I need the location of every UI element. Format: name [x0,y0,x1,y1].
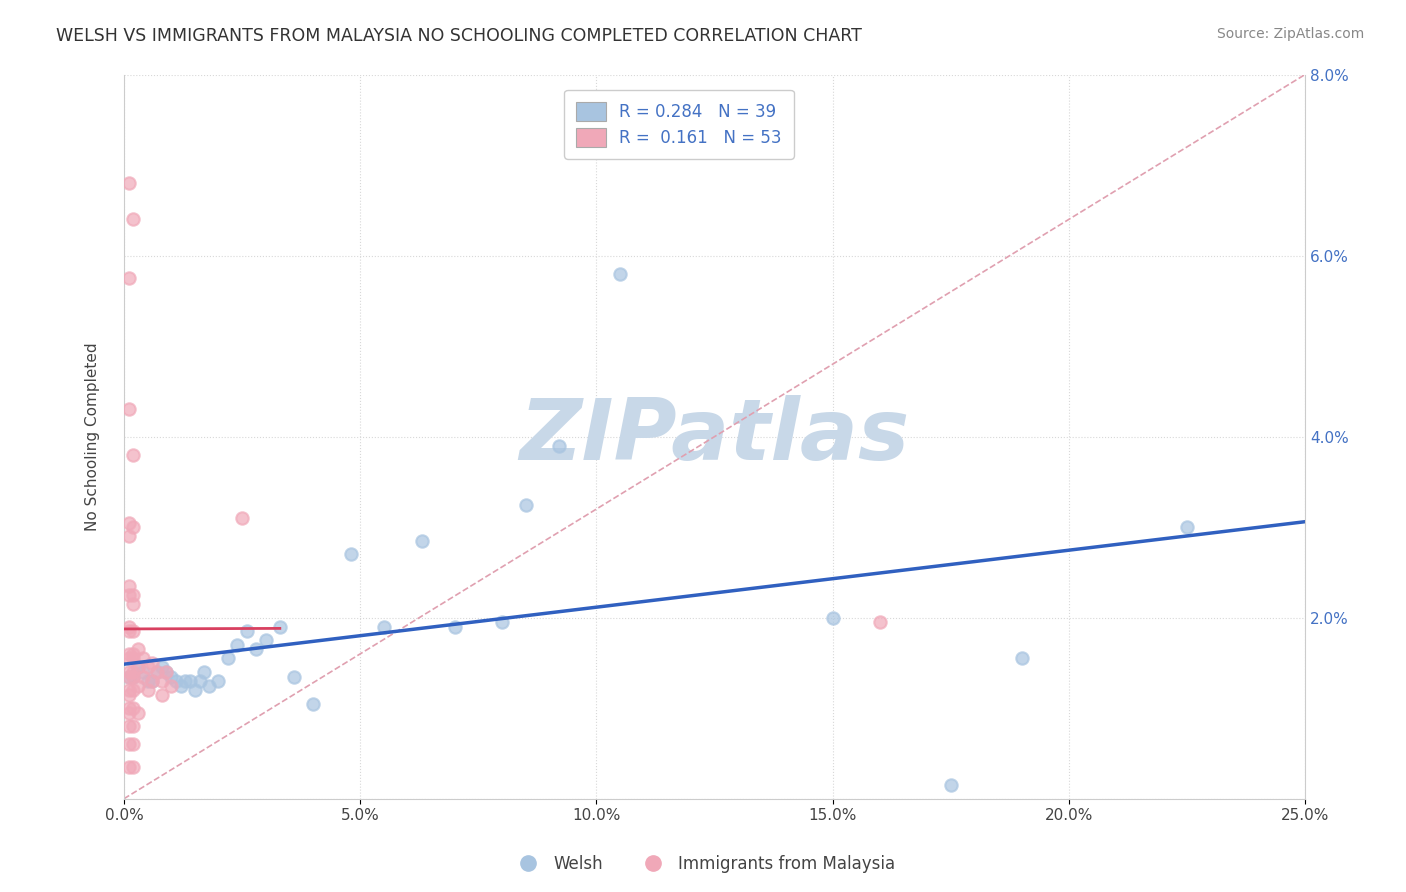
Point [117,176,139,190]
Point [132,651,155,665]
Point [122,212,145,227]
Point [150,674,173,689]
Point [117,271,139,285]
Point [122,647,145,661]
Point [122,448,145,462]
Point [141,656,163,670]
Point [146,665,169,679]
Point [184,683,207,698]
Text: ZIPatlas: ZIPatlas [519,395,910,478]
Point [443,620,465,634]
Point [547,439,569,453]
Point [155,665,177,679]
Point [122,760,145,774]
Point [117,683,139,698]
Point [117,620,139,634]
Point [122,701,145,715]
Point [127,660,149,674]
Point [117,647,139,661]
Point [217,651,239,665]
Point [117,688,139,702]
Point [169,679,191,693]
Point [117,579,139,593]
Point [117,529,139,543]
Point [302,697,325,711]
Point [122,597,145,611]
Point [117,719,139,733]
Legend: R = 0.284   N = 39, R =  0.161   N = 53: R = 0.284 N = 39, R = 0.161 N = 53 [564,90,793,159]
Legend: Welsh, Immigrants from Malaysia: Welsh, Immigrants from Malaysia [505,848,901,880]
Point [150,660,173,674]
Point [491,615,513,630]
Point [122,719,145,733]
Point [122,669,145,683]
Point [236,624,259,639]
Point [117,651,139,665]
Point [127,660,149,674]
Point [283,669,305,683]
Point [117,669,139,683]
Point [1011,651,1033,665]
Point [122,588,145,602]
Point [136,660,159,674]
Point [117,588,139,602]
Point [179,674,201,689]
Point [373,620,395,634]
Point [188,674,211,689]
Point [939,778,962,792]
Point [117,402,139,417]
Point [117,665,139,679]
Point [127,642,149,657]
Point [117,738,139,752]
Point [117,669,139,683]
Point [245,642,267,657]
Point [117,706,139,720]
Point [198,679,221,693]
Point [207,674,229,689]
Point [122,669,145,683]
Y-axis label: No Schooling Completed: No Schooling Completed [86,343,100,531]
Point [231,511,253,525]
Point [122,520,145,534]
Point [132,669,155,683]
Text: Source: ZipAtlas.com: Source: ZipAtlas.com [1216,27,1364,41]
Point [254,633,277,648]
Point [155,665,177,679]
Point [132,665,155,679]
Point [160,669,183,683]
Point [136,683,159,698]
Point [117,760,139,774]
Point [122,665,145,679]
Point [117,701,139,715]
Point [136,674,159,689]
Point [226,638,249,652]
Point [141,674,163,689]
Point [869,615,891,630]
Point [122,738,145,752]
Point [609,267,631,281]
Point [411,533,433,548]
Text: WELSH VS IMMIGRANTS FROM MALAYSIA NO SCHOOLING COMPLETED CORRELATION CHART: WELSH VS IMMIGRANTS FROM MALAYSIA NO SCH… [56,27,862,45]
Point [821,610,844,624]
Point [160,679,183,693]
Point [117,624,139,639]
Point [515,498,537,512]
Point [141,674,163,689]
Point [117,516,139,530]
Point [150,688,173,702]
Point [193,665,215,679]
Point [174,674,197,689]
Point [127,679,149,693]
Point [122,651,145,665]
Point [165,674,187,689]
Point [122,624,145,639]
Point [146,665,169,679]
Point [122,683,145,698]
Point [269,620,291,634]
Point [127,706,149,720]
Point [339,547,361,561]
Point [1175,520,1198,534]
